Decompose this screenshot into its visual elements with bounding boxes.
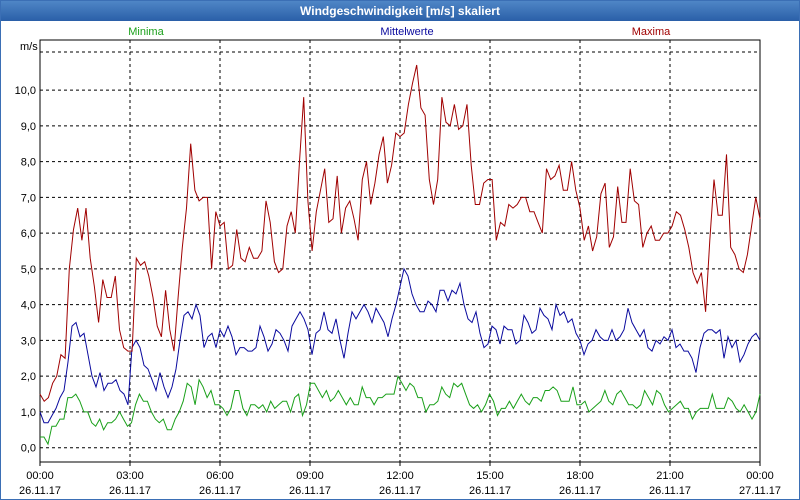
x-tick-date: 26.11.17 [199,485,241,497]
y-tick-label: 4,0 [21,300,36,312]
x-tick-time: 06:00 [206,470,234,482]
x-tick-time: 12:00 [386,470,414,482]
y-tick-label: 2,0 [21,371,36,383]
y-tick-label: 5,0 [21,264,36,276]
y-tick-label: 1,0 [21,407,36,419]
y-tick-label: 7,0 [21,192,36,204]
x-tick-labels: 00:00 26.11.17 03:00 26.11.17 06:00 26.11.17 0… [19,462,781,497]
x-tick-time: 00:00 [26,470,54,482]
series-lines [39,64,761,446]
vertical-gridlines [129,40,671,462]
y-tick-label: 10,0 [15,85,36,97]
y-axis-label: m/s [20,41,38,53]
y-tick-label: 8,0 [21,157,36,169]
series-line-mittelwerte [39,267,761,424]
x-tick-date: 26.11.17 [559,485,601,497]
y-tick-label: 6,0 [21,228,36,240]
x-tick-time: 09:00 [296,470,324,482]
x-tick-time: 00:00 [746,470,774,482]
x-tick-time: 21:00 [656,470,684,482]
horizontal-gridlines [40,51,760,449]
x-tick-date: 26.11.17 [19,485,61,497]
x-tick-date: 26.11.17 [109,485,151,497]
x-tick-date: 26.11.17 [289,485,331,497]
window-title: Windgeschwindigkeit [m/s] skaliert [1,1,799,21]
y-tick-label: 3,0 [21,335,36,347]
series-line-maxima [39,64,761,402]
legend-entry-maxima: Maxima [632,26,671,38]
x-tick-time: 03:00 [116,470,144,482]
x-tick-date: 27.11.17 [739,485,781,497]
legend-entry-mittelwerte: Mittelwerte [380,26,433,38]
x-tick-date: 26.11.17 [469,485,511,497]
y-tick-label: 9,0 [21,121,36,133]
x-tick-time: 18:00 [566,470,594,482]
legend: Minima Mittelwerte Maxima [128,26,671,38]
y-tick-labels: 0,0 1,0 2,0 3,0 4,0 5,0 6,0 7,0 8,0 9,0 10,0 [15,85,36,455]
x-tick-time: 15:00 [476,470,504,482]
legend-entry-minima: Minima [128,26,164,38]
series-line-minima [40,374,761,446]
x-tick-date: 26.11.17 [379,485,421,497]
x-tick-date: 26.11.17 [649,485,691,497]
y-tick-label: 0,0 [21,443,36,455]
